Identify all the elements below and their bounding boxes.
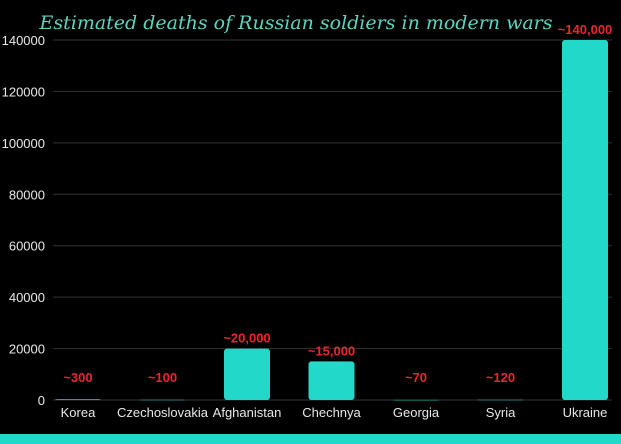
- bar-ukraine: [562, 40, 608, 400]
- y-tick-label: 20000: [9, 342, 45, 357]
- y-tick-label: 100000: [2, 136, 45, 151]
- data-label: ~120: [486, 370, 515, 385]
- bar-syria: [477, 399, 524, 401]
- bar-czechoslovakia: [139, 399, 186, 401]
- data-label: ~300: [63, 370, 92, 385]
- bar-chechnya: [308, 361, 355, 400]
- x-tick-label: Czechoslovakia: [117, 405, 209, 420]
- x-tick-label: Korea: [61, 405, 96, 420]
- x-tick-label: Ukraine: [563, 405, 608, 420]
- data-label: ~15,000: [308, 343, 355, 358]
- bar-afghanistan: [224, 348, 270, 400]
- y-tick-label: 0: [38, 393, 45, 408]
- data-label: ~70: [405, 370, 427, 385]
- x-tick-label: Georgia: [393, 405, 440, 420]
- y-tick-label: 60000: [9, 239, 45, 254]
- footer-band: [0, 434, 621, 444]
- bar-georgia: [393, 399, 439, 401]
- y-tick-label: 40000: [9, 290, 45, 305]
- x-tick-label: Syria: [486, 405, 516, 420]
- data-label: ~100: [148, 370, 177, 385]
- chart-title: Estimated deaths of Russian soldiers in …: [38, 12, 552, 34]
- y-tick-label: 120000: [2, 84, 45, 99]
- data-label: ~20,000: [223, 331, 270, 346]
- x-tick-label: Afghanistan: [213, 405, 282, 420]
- bar-korea: [55, 399, 101, 400]
- y-tick-label: 80000: [9, 187, 45, 202]
- y-tick-label: 140000: [2, 33, 45, 48]
- data-label: ~140,000: [558, 22, 613, 37]
- x-tick-label: Chechnya: [302, 405, 361, 420]
